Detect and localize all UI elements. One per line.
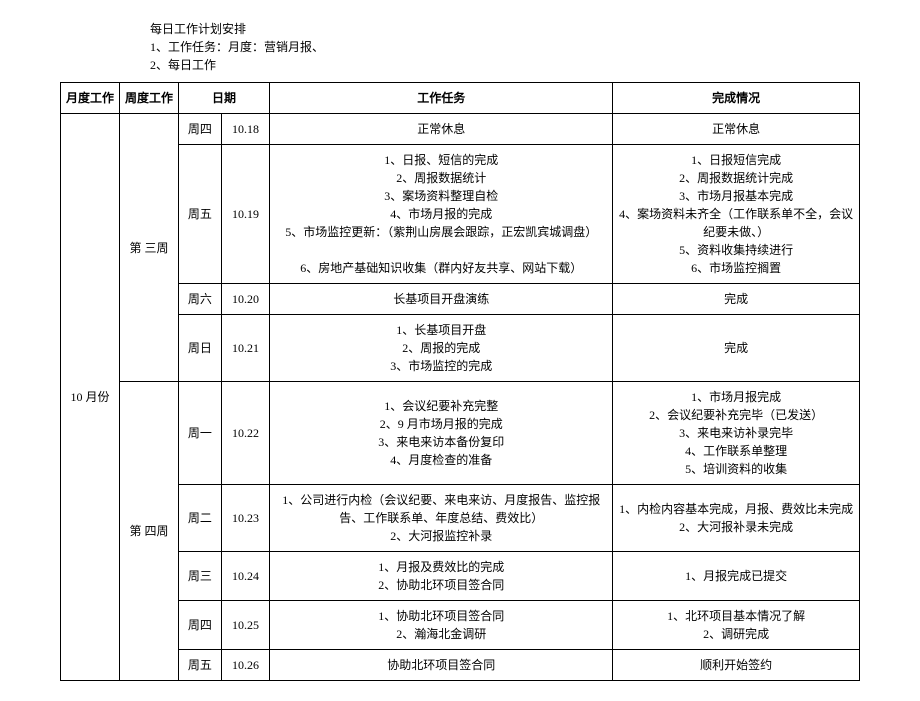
task-cell: 协助北环项目签合同 (270, 650, 613, 681)
col-header-month: 月度工作 (61, 83, 120, 114)
col-header-task: 工作任务 (270, 83, 613, 114)
status-content: 1、市场月报完成2、会议纪要补充完毕（已发送）3、来电来访补录完毕4、工作联系单… (617, 388, 855, 478)
col-header-date: 日期 (178, 83, 269, 114)
status-content: 1、内检内容基本完成，月报、费效比未完成2、大河报补录未完成 (617, 500, 855, 536)
table-row: 周四 10.25 1、协助北环项目签合同2、瀚海北金调研 1、北环项目基本情况了… (61, 601, 860, 650)
table-row: 周日 10.21 1、长基项目开盘2、周报的完成3、市场监控的完成 完成 (61, 315, 860, 382)
status-content: 1、日报短信完成2、周报数据统计完成3、市场月报基本完成4、案场资料未齐全（工作… (617, 151, 855, 277)
task-cell: 正常休息 (270, 114, 613, 145)
status-cell: 完成 (613, 284, 860, 315)
status-content: 完成 (617, 290, 855, 308)
day-cell: 周六 (178, 284, 221, 315)
status-content: 1、北环项目基本情况了解2、调研完成 (617, 607, 855, 643)
status-cell: 1、内检内容基本完成，月报、费效比未完成2、大河报补录未完成 (613, 485, 860, 552)
table-row: 第 四周 周一 10.22 1、会议纪要补充完整2、9 月市场月报的完成3、来电… (61, 382, 860, 485)
date-cell: 10.24 (221, 552, 269, 601)
date-cell: 10.21 (221, 315, 269, 382)
task-cell: 1、月报及费效比的完成2、协助北环项目签合同 (270, 552, 613, 601)
status-cell: 顺利开始签约 (613, 650, 860, 681)
task-content: 长基项目开盘演练 (274, 290, 608, 308)
table-row: 周三 10.24 1、月报及费效比的完成2、协助北环项目签合同 1、月报完成已提… (61, 552, 860, 601)
day-cell: 周二 (178, 485, 221, 552)
header-line-2: 2、每日工作 (150, 56, 860, 74)
doc-header: 每日工作计划安排 1、工作任务：月度：营销月报、 2、每日工作 (150, 20, 860, 74)
date-cell: 10.25 (221, 601, 269, 650)
task-content: 1、日报、短信的完成2、周报数据统计3、案场资料整理自检4、市场月报的完成5、市… (274, 151, 608, 277)
date-cell: 10.22 (221, 382, 269, 485)
day-cell: 周一 (178, 382, 221, 485)
task-content: 1、月报及费效比的完成2、协助北环项目签合同 (274, 558, 608, 594)
col-header-status: 完成情况 (613, 83, 860, 114)
task-content: 1、长基项目开盘2、周报的完成3、市场监控的完成 (274, 321, 608, 375)
week-cell-3: 第 三周 (119, 114, 178, 382)
task-content: 协助北环项目签合同 (274, 656, 608, 674)
table-row: 周六 10.20 长基项目开盘演练 完成 (61, 284, 860, 315)
date-cell: 10.23 (221, 485, 269, 552)
month-cell: 10 月份 (61, 114, 120, 681)
task-content: 正常休息 (274, 120, 608, 138)
task-cell: 1、公司进行内检（会议纪要、来电来访、月度报告、监控报告、工作联系单、年度总结、… (270, 485, 613, 552)
status-cell: 1、北环项目基本情况了解2、调研完成 (613, 601, 860, 650)
date-cell: 10.20 (221, 284, 269, 315)
date-cell: 10.26 (221, 650, 269, 681)
status-cell: 正常休息 (613, 114, 860, 145)
table-row: 10 月份 第 三周 周四 10.18 正常休息 正常休息 (61, 114, 860, 145)
status-cell: 1、月报完成已提交 (613, 552, 860, 601)
day-cell: 周五 (178, 145, 221, 284)
task-content: 1、会议纪要补充完整2、9 月市场月报的完成3、来电来访本备份复印4、月度检查的… (274, 397, 608, 469)
header-line-1: 1、工作任务：月度：营销月报、 (150, 38, 860, 56)
day-cell: 周日 (178, 315, 221, 382)
day-cell: 周四 (178, 601, 221, 650)
table-header-row: 月度工作 周度工作 日期 工作任务 完成情况 (61, 83, 860, 114)
day-cell: 周三 (178, 552, 221, 601)
day-cell: 周四 (178, 114, 221, 145)
task-cell: 1、日报、短信的完成2、周报数据统计3、案场资料整理自检4、市场月报的完成5、市… (270, 145, 613, 284)
status-cell: 1、日报短信完成2、周报数据统计完成3、市场月报基本完成4、案场资料未齐全（工作… (613, 145, 860, 284)
col-header-week: 周度工作 (119, 83, 178, 114)
task-cell: 长基项目开盘演练 (270, 284, 613, 315)
task-cell: 1、协助北环项目签合同2、瀚海北金调研 (270, 601, 613, 650)
status-content: 顺利开始签约 (617, 656, 855, 674)
status-cell: 完成 (613, 315, 860, 382)
task-cell: 1、会议纪要补充完整2、9 月市场月报的完成3、来电来访本备份复印4、月度检查的… (270, 382, 613, 485)
status-cell: 1、市场月报完成2、会议纪要补充完毕（已发送）3、来电来访补录完毕4、工作联系单… (613, 382, 860, 485)
table-row: 周二 10.23 1、公司进行内检（会议纪要、来电来访、月度报告、监控报告、工作… (61, 485, 860, 552)
status-content: 1、月报完成已提交 (617, 567, 855, 585)
status-content: 正常休息 (617, 120, 855, 138)
task-content: 1、协助北环项目签合同2、瀚海北金调研 (274, 607, 608, 643)
day-cell: 周五 (178, 650, 221, 681)
task-cell: 1、长基项目开盘2、周报的完成3、市场监控的完成 (270, 315, 613, 382)
week-cell-4: 第 四周 (119, 382, 178, 681)
table-row: 周五 10.19 1、日报、短信的完成2、周报数据统计3、案场资料整理自检4、市… (61, 145, 860, 284)
work-plan-table: 月度工作 周度工作 日期 工作任务 完成情况 10 月份 第 三周 周四 10.… (60, 82, 860, 681)
table-row: 周五 10.26 协助北环项目签合同 顺利开始签约 (61, 650, 860, 681)
status-content: 完成 (617, 339, 855, 357)
doc-title: 每日工作计划安排 (150, 20, 860, 38)
date-cell: 10.19 (221, 145, 269, 284)
date-cell: 10.18 (221, 114, 269, 145)
task-content: 1、公司进行内检（会议纪要、来电来访、月度报告、监控报告、工作联系单、年度总结、… (274, 491, 608, 545)
